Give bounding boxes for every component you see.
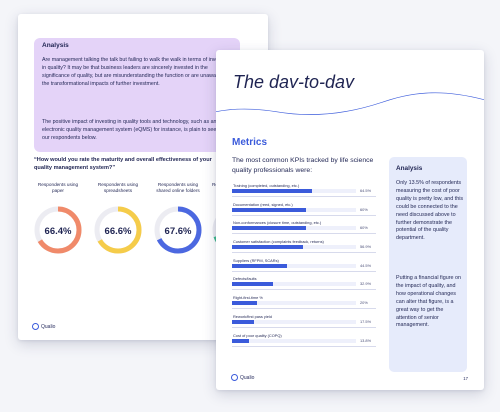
kpi-row: Rework/first pass yield 17.5% [232,314,376,333]
page-number: 17 [463,376,468,381]
analysis-paragraph-1: Only 13.5% of respondents measuring the … [396,180,464,242]
kpi-row: Training (completed, outstanding, etc.) 6… [232,183,376,202]
kpi-bar-chart: Training (completed, outstanding, etc.) 6… [232,183,376,351]
section-heading: Metrics [232,137,268,148]
kpi-bar-track [232,282,356,287]
kpi-row: Documentation (reed, signed, etc.) 60% [232,202,376,221]
kpi-bar [232,282,273,287]
kpi-bar-track [232,189,356,193]
header-wave-decoration [216,88,484,134]
gauge-value: 67.6% [164,226,192,237]
kpi-value: 32.9% [360,281,372,287]
kpi-row: Cost of poor quality (COPQ) 13.8% [232,333,376,352]
page-title: The day-to-day [233,72,355,92]
kpi-bar [232,189,312,193]
kpi-label: Non-conformances (closure time, outstand… [233,220,322,226]
kpi-label: Documentation (reed, signed, etc.) [233,201,293,207]
kpi-bar [232,226,307,231]
kpi-divider [232,270,376,272]
kpi-row: Customer satisfaction (complaints feedba… [232,239,376,258]
kpi-bar [232,338,250,343]
gauge-spreadsheets: Respondents using spreadsheets 66.6% [92,182,144,254]
gauge-fill [34,206,82,254]
kpi-label: Cost of poor quality (COPQ) [233,332,282,338]
kpi-value: 60% [360,225,368,231]
gauge-fill [94,206,142,254]
gauge-ring [34,206,82,254]
kpi-bar [232,319,254,324]
gauge-ring [154,206,202,254]
kpi-divider [232,233,376,235]
kpi-value: 60% [360,206,368,212]
gauge-label: Respondents using shared online folders [156,182,200,193]
gauge-online-folders: Respondents using shared online folders … [152,182,204,254]
kpi-label: Customer satisfaction (complaints feedba… [233,239,324,245]
kpi-row: Non-conformances (closure time, outstand… [232,220,376,239]
kpi-divider [232,345,376,347]
gauge-label: Respondents using paper [37,182,79,193]
kpi-value: 56.9% [360,244,372,250]
kpi-label: Training (completed, outstanding, etc.) [233,183,300,188]
kpi-row: Right-first-time % 20% [232,295,376,314]
kpi-divider [232,289,376,291]
kpi-label: Suppliers (RFPM, SCARs) [233,257,279,263]
kpi-bar-track [232,226,356,231]
kpi-bar-track [232,263,356,268]
analysis-paragraph-2: Putting a financial figure on the impact… [396,275,462,329]
kpi-bar-track [232,245,356,250]
qualio-logo-icon [231,374,238,381]
kpi-value: 20% [360,300,368,306]
kpi-bar-track [232,301,356,306]
kpi-bar [232,263,288,268]
kpi-bar-track [232,338,356,343]
gauge-label: Respondents using spreadsheets [97,182,139,193]
analysis-paragraph-2: The positive impact of investing in qual… [42,119,229,141]
kpi-value: 64.5% [360,188,372,193]
gauge-paper: Respondents using paper 66.4% [32,182,84,254]
kpi-label: Rework/first pass yield [233,313,272,319]
kpi-bar-track [232,319,356,324]
kpi-divider [232,252,376,254]
kpi-divider [232,196,376,197]
kpi-row: Defects/faults 32.9% [232,276,376,295]
section-subheading: The most common KPIs tracked by life sci… [232,157,374,174]
qualio-logo: Qualio [231,374,254,381]
kpi-bar [232,207,307,212]
logo-text: Qualio [41,323,56,330]
kpi-label: Right-first-time % [233,295,263,301]
kpi-label: Defects/faults [233,276,257,282]
kpi-divider [232,308,376,310]
analysis-callout: Analysis Are management talking the talk… [34,38,240,152]
qualio-logo: Qualio [32,323,55,330]
kpi-bar-track [232,207,356,212]
gauge-value: 66.6% [104,226,132,237]
kpi-divider [232,326,376,328]
gauge-value: 66.4% [44,226,72,237]
kpi-row: Suppliers (RFPM, SCARs) 44.5% [232,258,376,277]
kpi-bar [232,245,303,250]
kpi-value: 13.8% [360,337,372,343]
analysis-sidebar: Analysis Only 13.5% of respondents measu… [389,157,467,372]
kpi-divider [232,214,376,216]
analysis-title: Analysis [396,165,423,172]
logo-text: Qualio [240,374,255,381]
qualio-logo-icon [32,323,39,330]
gauge-fill [154,206,202,254]
front-page: The day-to-day Metrics The most common K… [216,50,484,390]
analysis-title: Analysis [42,42,69,49]
analysis-paragraph-1: Are management talking the talk but fail… [42,57,230,87]
gauge-ring [94,206,142,254]
kpi-bar [232,301,257,306]
kpi-value: 44.5% [360,262,372,268]
survey-question: “How would you rate the maturity and ove… [34,157,212,171]
kpi-value: 17.5% [360,318,372,324]
